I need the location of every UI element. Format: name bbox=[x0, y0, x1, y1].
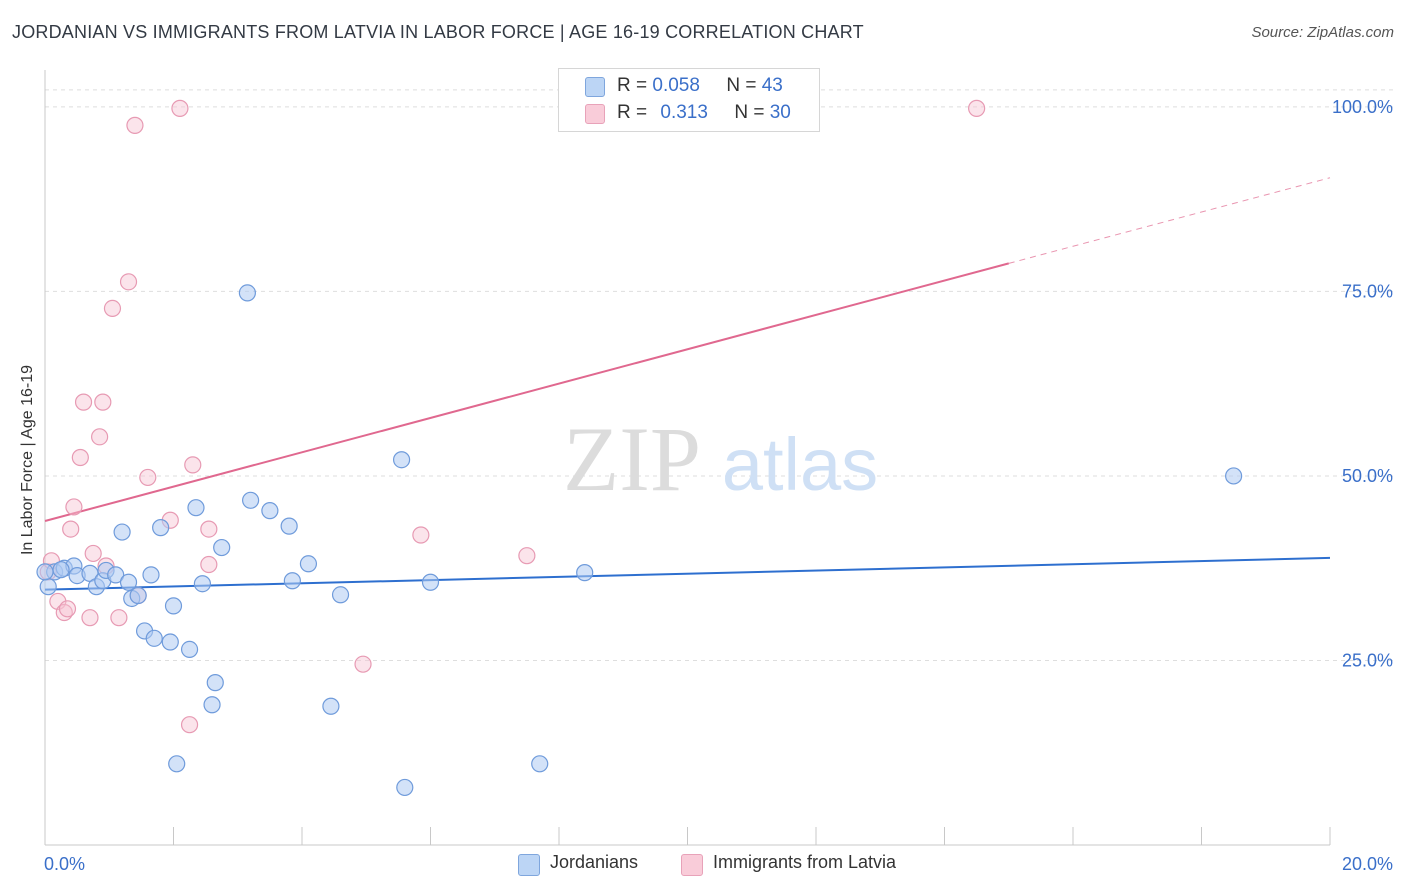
latvia-point bbox=[126, 116, 144, 134]
latvia-point bbox=[200, 520, 218, 538]
jordanians-point bbox=[242, 491, 260, 509]
source-label: Source: ZipAtlas.com bbox=[1251, 24, 1394, 41]
jordanians-point bbox=[283, 572, 301, 590]
latvia-point bbox=[184, 456, 202, 474]
jordanians-point bbox=[119, 573, 138, 591]
jordanians-point bbox=[1225, 467, 1243, 485]
y-tick-label: 100.0% bbox=[1332, 97, 1393, 117]
jordanians-point bbox=[107, 566, 125, 584]
latvia-point bbox=[71, 448, 89, 467]
jordanians-point bbox=[152, 519, 170, 537]
latvia-point bbox=[200, 555, 218, 574]
jordanians-point bbox=[261, 502, 279, 520]
latvia-point bbox=[968, 99, 986, 117]
latvia-trend-line bbox=[44, 262, 1010, 522]
latvia-point bbox=[518, 547, 536, 565]
latvia-point bbox=[62, 520, 80, 538]
jordanians-trend-line bbox=[44, 556, 1331, 591]
y-tick-label: 75.0% bbox=[1342, 281, 1393, 301]
jordanians-point bbox=[145, 629, 163, 647]
legend-n-label: N = bbox=[734, 102, 765, 123]
jordanians-point bbox=[299, 555, 318, 573]
latvia-trend-extension bbox=[1008, 177, 1331, 264]
jordanians-point bbox=[180, 640, 199, 659]
legend-swatch-latvia bbox=[585, 104, 605, 124]
legend-n-value-jordanians: 43 bbox=[761, 75, 783, 96]
watermark-zip: ZIP bbox=[563, 408, 701, 510]
jordanians-point bbox=[187, 499, 205, 517]
jordanians-point bbox=[39, 578, 57, 596]
jordanians-point bbox=[331, 586, 350, 604]
jordanians-point bbox=[280, 517, 298, 535]
x-tick-label-min: 0.0% bbox=[44, 854, 85, 874]
latvia-point bbox=[103, 299, 122, 318]
latvia-point bbox=[354, 655, 372, 673]
legend-n-label: N = bbox=[726, 75, 757, 96]
jordanians-point bbox=[392, 451, 411, 469]
latvia-point bbox=[94, 393, 112, 411]
data-points bbox=[36, 99, 1243, 797]
bottom-legend-swatch-latvia bbox=[681, 854, 703, 876]
jordanians-point bbox=[322, 697, 340, 715]
bottom-legend-label-jordanians: Jordanians bbox=[550, 852, 639, 872]
latvia-point bbox=[74, 393, 93, 411]
jordanians-point bbox=[193, 575, 212, 593]
x-tick-label-max: 20.0% bbox=[1342, 854, 1393, 874]
latvia-point bbox=[81, 609, 99, 627]
legend-r-label: R = bbox=[617, 102, 648, 123]
legend-r-value-jordanians: 0.058 bbox=[652, 75, 700, 96]
jordanians-point bbox=[238, 284, 256, 302]
jordanians-point bbox=[531, 755, 549, 773]
jordanians-point bbox=[168, 755, 186, 773]
watermark: ZIP atlas bbox=[563, 408, 878, 510]
jordanians-point bbox=[129, 586, 147, 605]
jordanians-point bbox=[164, 597, 183, 615]
jordanians-point bbox=[161, 633, 179, 651]
jordanians-point bbox=[206, 674, 224, 692]
legend-r-label: R = bbox=[617, 75, 648, 96]
latvia-point bbox=[412, 526, 430, 544]
latvia-point bbox=[180, 716, 199, 734]
latvia-point bbox=[65, 498, 83, 516]
y-tick-label: 50.0% bbox=[1342, 466, 1393, 486]
latvia-point bbox=[139, 468, 157, 487]
latvia-point bbox=[91, 428, 109, 446]
legend-n-value-latvia: 30 bbox=[769, 102, 791, 123]
axes bbox=[44, 70, 1331, 846]
chart-title: JORDANIAN VS IMMIGRANTS FROM LATVIA IN L… bbox=[12, 22, 864, 42]
latvia-point bbox=[84, 544, 102, 563]
jordanians-point bbox=[52, 561, 70, 579]
latvia-point bbox=[119, 273, 138, 291]
jordanians-point bbox=[142, 566, 160, 584]
jordanians-point bbox=[36, 563, 54, 581]
latvia-point bbox=[58, 600, 77, 618]
bottom-legend-swatch-jordanians bbox=[518, 854, 540, 876]
jordanians-point bbox=[421, 573, 440, 591]
jordanians-point bbox=[213, 538, 231, 557]
bottom-legend-label-latvia: Immigrants from Latvia bbox=[713, 852, 897, 872]
gridlines bbox=[45, 89, 1395, 661]
y-tick-label: 25.0% bbox=[1342, 650, 1393, 670]
jordanians-point bbox=[576, 564, 594, 582]
stats-legend: R = 0.058 N = 43 R = 0.313 N = 30 bbox=[558, 68, 820, 132]
tick-labels: 25.0% 50.0% 75.0% 100.0% 0.0% 20.0% bbox=[44, 97, 1393, 874]
trend-lines bbox=[44, 177, 1331, 591]
jordanians-point bbox=[396, 778, 414, 797]
latvia-point bbox=[171, 99, 189, 117]
latvia-point bbox=[110, 609, 128, 627]
watermark-atlas: atlas bbox=[722, 423, 878, 506]
legend-r-value-latvia: 0.313 bbox=[660, 102, 708, 123]
jordanians-point bbox=[113, 523, 131, 541]
jordanians-point bbox=[203, 696, 221, 714]
legend-swatch-jordanians bbox=[585, 77, 605, 97]
